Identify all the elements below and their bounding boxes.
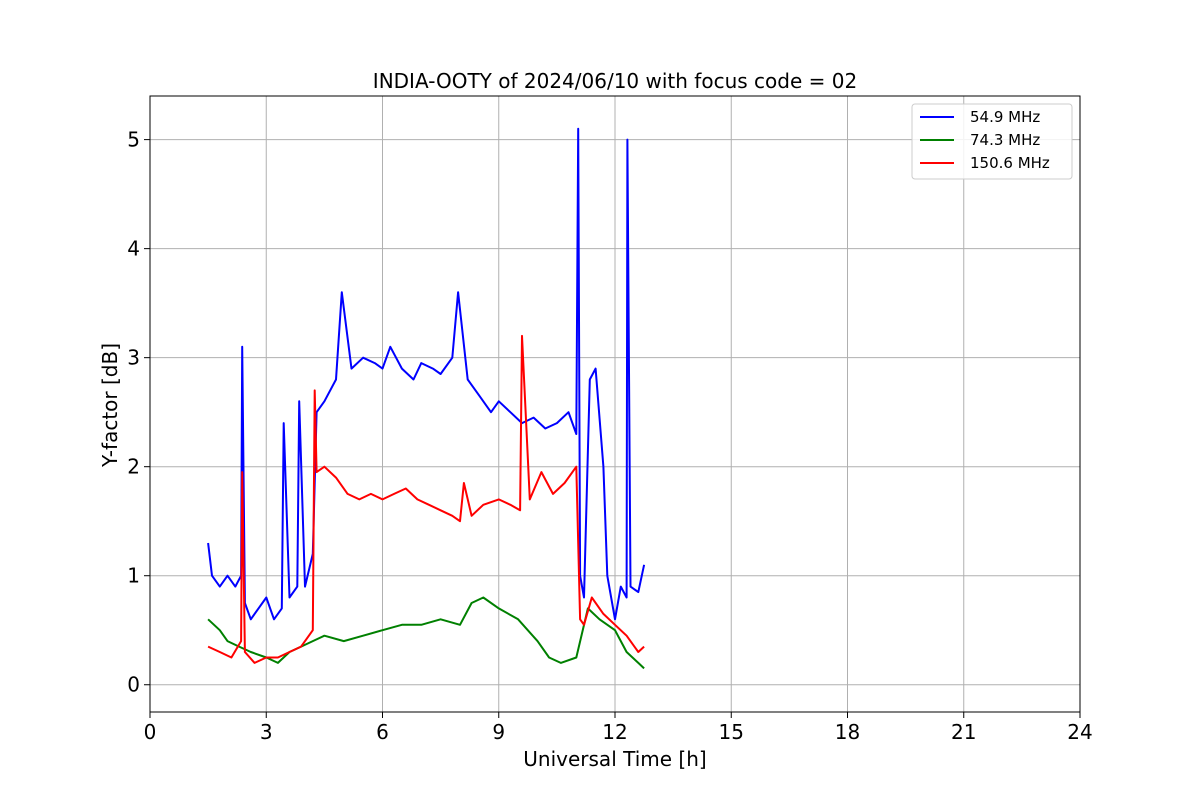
y-axis-label: Y-factor [dB] [98, 343, 122, 468]
chart-title: INDIA-OOTY of 2024/06/10 with focus code… [373, 69, 857, 93]
x-tick-label: 6 [376, 720, 389, 744]
legend-label: 54.9 MHz [970, 108, 1040, 126]
series-group [207, 127, 646, 670]
x-axis-label: Universal Time [h] [523, 747, 706, 771]
x-tick-label: 15 [719, 720, 744, 744]
y-tick-label: 4 [127, 237, 140, 261]
x-tick-label: 0 [144, 720, 157, 744]
y-tick-label: 1 [127, 564, 140, 588]
series-line-2 [207, 334, 645, 664]
x-tick-label: 3 [260, 720, 273, 744]
legend-box [911, 103, 1073, 180]
legend-label: 150.6 MHz [970, 154, 1050, 172]
x-tick-label: 21 [951, 720, 976, 744]
x-tick-label: 24 [1067, 720, 1092, 744]
legend-label: 74.3 MHz [970, 131, 1040, 149]
y-tick-label: 5 [127, 128, 140, 152]
legend: 54.9 MHz 74.3 MHz 150.6 MHz [911, 103, 1073, 180]
y-tick-label: 3 [127, 346, 140, 370]
x-tick-label: 9 [492, 720, 505, 744]
y-tick-label: 0 [127, 673, 140, 697]
y-tick-label: 2 [127, 455, 140, 479]
series-line-0 [207, 127, 646, 621]
x-tick-label: 12 [602, 720, 627, 744]
x-tick-label: 18 [835, 720, 860, 744]
